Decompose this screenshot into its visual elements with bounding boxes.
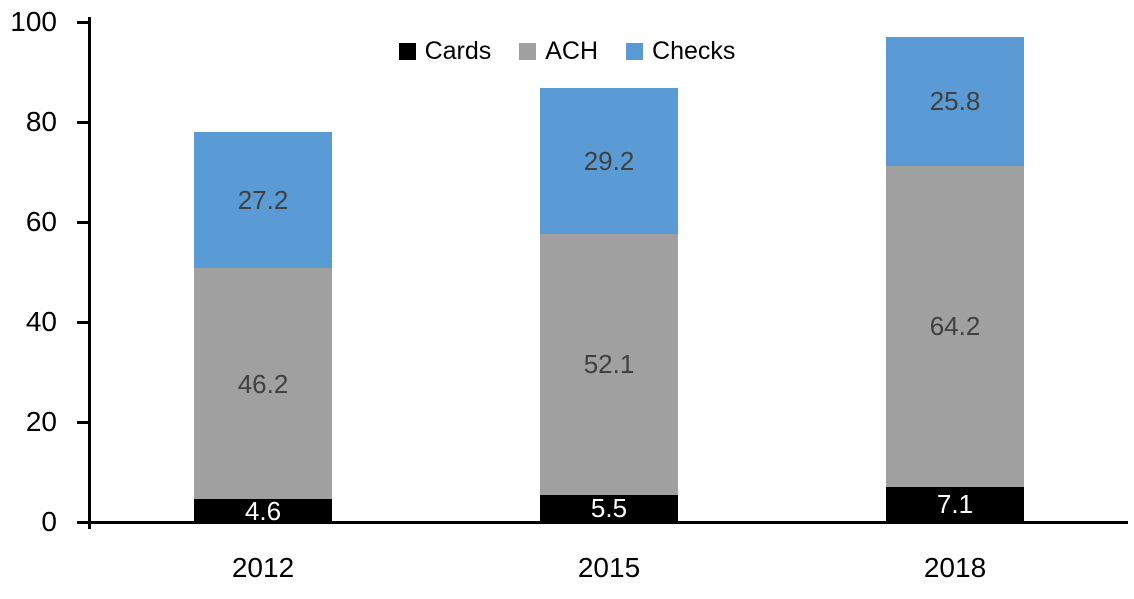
bar-segment-checks: 27.2: [194, 132, 332, 268]
x-axis-line: [78, 521, 1128, 524]
legend-swatch-icon: [626, 42, 644, 60]
y-axis-tick-mark: [77, 220, 90, 224]
data-label: 5.5: [590, 493, 628, 524]
bar-segment-checks: 25.8: [886, 36, 1024, 166]
y-axis-tick-mark: [77, 420, 90, 424]
y-axis-tick-label: 60: [25, 206, 57, 237]
x-axis-category-label: 2015: [577, 552, 641, 583]
legend-item-cards: Cards: [398, 36, 492, 65]
data-label: 52.1: [583, 349, 635, 380]
legend-item-checks: Checks: [626, 36, 736, 65]
legend-label: ACH: [545, 36, 599, 65]
bar-segment-cards: 7.1: [886, 486, 1024, 522]
y-axis-tick-mark: [77, 20, 90, 24]
bar-segment-cards: 4.6: [194, 495, 332, 526]
data-label: 25.8: [929, 86, 981, 116]
data-label: 4.6: [244, 495, 282, 526]
bar-segment-checks: 29.2: [540, 88, 678, 234]
x-axis-category-label: 2018: [923, 552, 987, 583]
legend-label: Cards: [424, 36, 492, 65]
legend-label: Checks: [652, 36, 736, 65]
data-label: 64.2: [929, 311, 981, 341]
y-axis-tick-label: 20: [25, 406, 57, 437]
x-axis-category-label: 2012: [231, 552, 295, 583]
data-label: 27.2: [237, 185, 289, 215]
y-axis-line: [88, 17, 91, 529]
data-label: 29.2: [583, 146, 635, 176]
bar-segment-ach: 64.2: [886, 165, 1024, 487]
chart-legend: Cards ACH Checks: [0, 36, 1134, 66]
y-axis-tick-mark: [77, 120, 90, 124]
legend-item-ach: ACH: [519, 36, 599, 65]
data-label: 46.2: [237, 368, 289, 399]
data-label: 7.1: [936, 489, 974, 520]
bar-segment-ach: 52.1: [540, 234, 678, 495]
y-axis-tick-label: 100: [10, 6, 57, 37]
y-axis-tick-mark: [77, 320, 90, 324]
y-axis-tick-label: 0: [41, 506, 57, 537]
legend-swatch-icon: [398, 42, 416, 60]
bar-segment-cards: 5.5: [540, 493, 678, 524]
y-axis-tick-label: 80: [25, 106, 57, 137]
legend-swatch-icon: [519, 42, 537, 60]
y-axis-tick-label: 40: [25, 306, 57, 337]
bar-segment-ach: 46.2: [194, 268, 332, 499]
